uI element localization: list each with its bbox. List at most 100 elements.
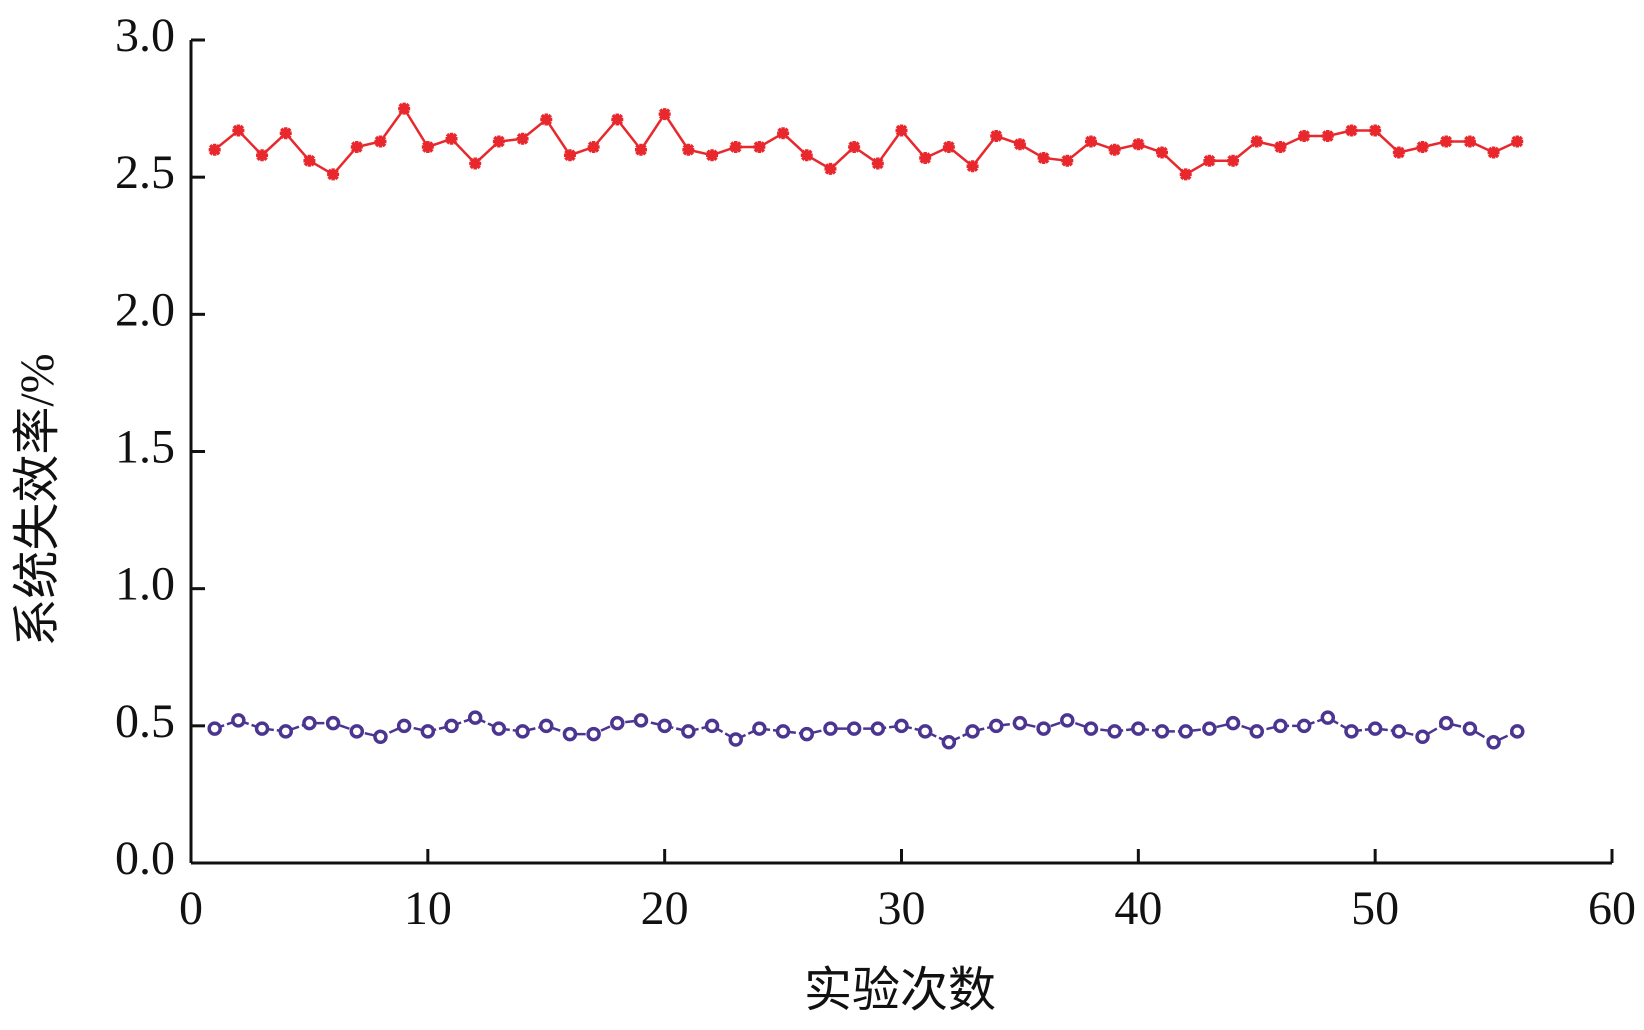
marker xyxy=(1084,135,1097,148)
marker xyxy=(396,718,412,734)
marker xyxy=(563,149,576,162)
marker xyxy=(753,140,766,153)
marker xyxy=(988,718,1004,734)
marker xyxy=(799,726,815,742)
marker xyxy=(706,149,719,162)
marker xyxy=(704,718,720,734)
y-tick-label: 0.0 xyxy=(115,832,175,885)
marker xyxy=(917,724,933,739)
marker xyxy=(444,718,459,734)
marker xyxy=(1510,724,1525,739)
marker xyxy=(256,149,269,162)
marker xyxy=(895,124,908,137)
marker xyxy=(1369,124,1382,137)
marker xyxy=(207,721,222,736)
marker xyxy=(492,135,505,148)
y-tick-label: 2.0 xyxy=(115,283,175,336)
marker xyxy=(1225,715,1241,731)
marker xyxy=(586,726,601,742)
marker xyxy=(823,721,838,736)
marker xyxy=(1438,715,1454,731)
marker xyxy=(1367,721,1383,736)
marker xyxy=(1249,724,1264,739)
marker xyxy=(1321,130,1334,143)
marker xyxy=(1415,729,1430,745)
marker xyxy=(966,160,979,173)
marker xyxy=(1298,130,1311,143)
y-tick-label: 1.0 xyxy=(115,558,175,611)
marker xyxy=(491,721,507,736)
marker xyxy=(254,721,270,736)
marker xyxy=(587,140,600,153)
y-tick-label: 2.5 xyxy=(115,146,175,199)
marker xyxy=(398,102,411,115)
x-tick-label: 40 xyxy=(1114,882,1162,935)
marker xyxy=(1486,735,1501,750)
marker xyxy=(1463,135,1476,148)
x-axis-label: 实验次数 xyxy=(804,964,996,1017)
marker xyxy=(1012,715,1028,731)
marker xyxy=(327,168,340,181)
marker xyxy=(752,721,767,736)
marker xyxy=(279,127,292,140)
marker xyxy=(1061,154,1074,167)
marker xyxy=(965,724,980,739)
marker xyxy=(303,154,316,167)
marker xyxy=(562,726,578,742)
marker xyxy=(611,113,624,126)
y-axis-label: 系统失效率/% xyxy=(11,353,64,646)
marker xyxy=(610,715,625,731)
marker xyxy=(373,729,388,745)
marker xyxy=(1511,135,1524,148)
marker xyxy=(1273,718,1288,734)
marker xyxy=(1203,154,1216,167)
marker xyxy=(942,140,955,153)
marker xyxy=(420,724,436,739)
x-tick-label: 50 xyxy=(1351,882,1399,935)
marker xyxy=(894,718,909,734)
marker xyxy=(1037,151,1050,164)
marker xyxy=(540,113,553,126)
marker xyxy=(539,718,554,734)
marker xyxy=(469,157,482,170)
marker xyxy=(1227,154,1240,167)
marker xyxy=(1274,140,1287,153)
marker xyxy=(1320,710,1336,725)
marker xyxy=(516,132,529,145)
marker xyxy=(729,140,742,153)
marker xyxy=(1416,140,1429,153)
marker xyxy=(941,735,957,750)
marker xyxy=(871,157,884,170)
marker xyxy=(1060,713,1075,728)
marker xyxy=(1391,724,1407,739)
marker xyxy=(824,162,837,175)
x-tick-label: 10 xyxy=(404,882,452,935)
marker xyxy=(919,151,932,164)
marker xyxy=(1083,721,1099,736)
marker xyxy=(349,724,365,739)
marker xyxy=(1392,146,1405,159)
marker xyxy=(1462,721,1478,736)
marker xyxy=(1154,724,1170,739)
marker xyxy=(870,721,886,736)
marker xyxy=(1108,143,1121,156)
series-line xyxy=(213,106,1518,177)
marker xyxy=(682,143,695,156)
marker xyxy=(1202,721,1217,736)
marker xyxy=(1344,724,1359,739)
x-tick-label: 30 xyxy=(878,882,926,935)
marker xyxy=(302,715,317,731)
marker xyxy=(777,127,790,140)
x-tick-label: 20 xyxy=(641,882,689,935)
marker xyxy=(374,135,387,148)
x-tick-label: 60 xyxy=(1588,882,1636,935)
marker xyxy=(350,140,363,153)
marker xyxy=(1107,724,1122,739)
marker xyxy=(634,143,647,156)
marker xyxy=(1250,135,1263,148)
y-tick-label: 3.0 xyxy=(115,9,175,62)
marker xyxy=(515,724,530,739)
marker xyxy=(445,132,458,145)
